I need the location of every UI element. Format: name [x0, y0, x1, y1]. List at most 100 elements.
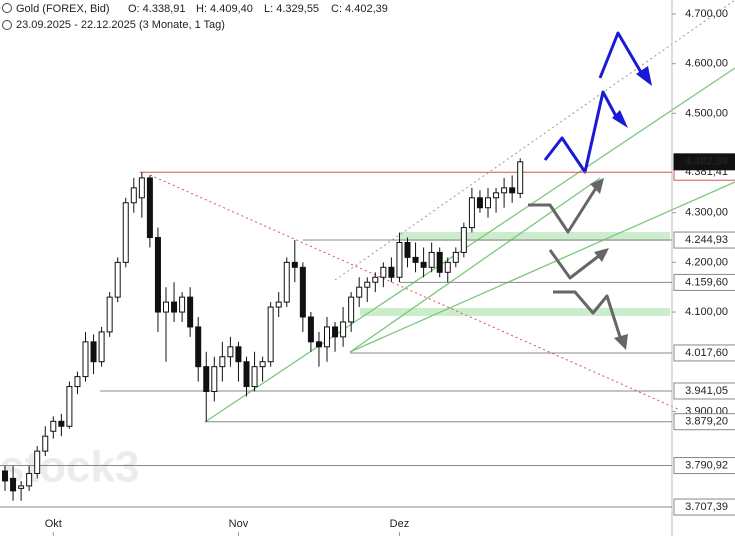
candle-body [396, 241, 403, 278]
candle-body [114, 261, 121, 298]
candle-body [42, 435, 49, 452]
candle-body [428, 251, 435, 268]
candle-body [307, 316, 314, 343]
trend-line [349, 181, 735, 353]
arrow-head [636, 66, 652, 86]
arrow [598, 31, 644, 79]
candle-body [18, 485, 25, 489]
level-label: 4.017,60 [685, 347, 728, 359]
x-tick-label: Dez [390, 518, 410, 530]
title: Gold (FOREX, Bid) [16, 3, 110, 15]
icon [2, 3, 12, 13]
candle-body [138, 177, 145, 199]
candle-body [388, 266, 395, 278]
candle-body [468, 197, 475, 229]
candle-body [2, 470, 8, 482]
level-label: 4.159,60 [685, 276, 728, 288]
candle-body [90, 341, 97, 363]
ohlc: H: 4.409,40 [196, 3, 253, 15]
zone [400, 232, 670, 241]
candle-body [509, 187, 516, 194]
candle-body [420, 261, 427, 268]
trend-line [204, 67, 735, 423]
drawings [149, 0, 735, 536]
level-box [673, 153, 735, 171]
candle-body [476, 197, 483, 209]
candle-body [34, 450, 41, 474]
candle-body [187, 296, 194, 328]
candle-body [404, 241, 411, 258]
candle-body [179, 296, 186, 313]
candle-body [50, 420, 57, 432]
candle-body [66, 386, 73, 427]
candle-body [259, 361, 266, 368]
trend-line [149, 174, 681, 411]
icon [2, 20, 12, 30]
candle-body [315, 341, 322, 348]
candle-body [163, 301, 169, 313]
level-box [673, 457, 735, 475]
candle-body [26, 472, 33, 487]
candle-body [291, 261, 298, 268]
candle-body [154, 237, 161, 313]
candle-body [82, 341, 89, 378]
y-tick-label: 4.300,00 [685, 207, 728, 219]
candle-body [98, 331, 105, 363]
candle-body [372, 276, 379, 283]
level-box [673, 344, 735, 362]
level-label: 3.879,20 [685, 416, 728, 428]
level-box [673, 498, 735, 516]
candle-body [283, 261, 290, 303]
candle-body [275, 301, 282, 308]
level-label: 4.244,93 [685, 234, 728, 246]
candle-body [412, 256, 419, 263]
y-tick-label: 4.100,00 [685, 306, 728, 318]
level-box [673, 413, 735, 431]
arrow-head [614, 334, 628, 350]
x-tick-label: Okt [45, 518, 62, 530]
arrow [548, 249, 601, 280]
level-label: 3.790,92 [685, 459, 728, 471]
y-tick-label: 4.600,00 [685, 58, 728, 70]
level-box [673, 273, 735, 291]
candle-body [517, 161, 524, 194]
candle-body [356, 286, 363, 298]
arrow [553, 290, 623, 341]
candle-body [130, 187, 137, 204]
x-tick-label: Nov [229, 518, 249, 530]
candle-body [203, 366, 210, 393]
candle-body [211, 366, 218, 393]
header: Gold (FOREX, Bid) O: 4.338,91 H: 4.409,4… [2, 3, 388, 31]
arrow [543, 90, 620, 174]
watermark: stock3 [0, 443, 139, 492]
ohlc: L: 4.329,55 [264, 3, 319, 15]
arrow-head [612, 110, 628, 128]
subtitle: 23.09.2025 - 22.12.2025 (3 Monate, 1 Tag… [16, 19, 225, 31]
candle-body [501, 187, 508, 194]
trend-line [349, 177, 601, 353]
level-box [673, 382, 735, 400]
candle-body [10, 477, 17, 492]
candle-body [324, 326, 330, 348]
candle-body [444, 261, 451, 273]
zone [360, 308, 670, 316]
candle-body [348, 296, 355, 323]
candle-body [243, 361, 250, 388]
y-tick-label: 4.500,00 [685, 107, 728, 119]
candle-body [146, 177, 153, 239]
candle-body [493, 192, 500, 199]
ohlc: C: 4.402,39 [331, 3, 388, 15]
candle-body [171, 301, 178, 313]
arrow-head [594, 248, 609, 262]
candle-body [364, 281, 371, 288]
candle-body [106, 296, 113, 333]
candle-body [267, 306, 274, 363]
candle-body [219, 356, 226, 368]
candle-body [380, 266, 387, 278]
candle-body [332, 326, 339, 338]
trend-line [334, 0, 735, 281]
candle-body [195, 326, 202, 368]
level-label: 3.707,39 [685, 501, 728, 513]
arrow-head [590, 178, 604, 194]
